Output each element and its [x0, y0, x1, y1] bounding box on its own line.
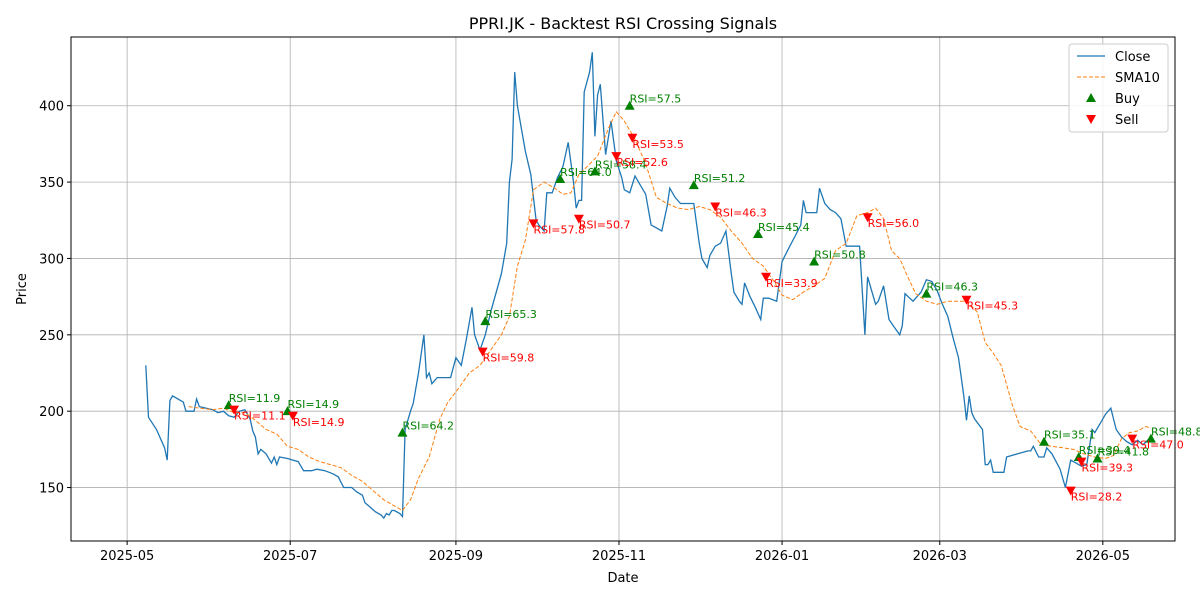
buy-label: RSI=11.9 — [229, 392, 281, 405]
buy-label: RSI=41.8 — [1097, 446, 1149, 459]
buy-label: RSI=65.3 — [485, 308, 537, 321]
sma10-line — [188, 110, 1152, 512]
sell-label: RSI=59.8 — [483, 352, 535, 365]
x-tick-label: 2025-11 — [592, 549, 646, 564]
x-tick-label: 2026-03 — [913, 549, 967, 564]
sell-label: RSI=11.1 — [234, 410, 286, 423]
buy-label: RSI=35.1 — [1044, 429, 1096, 442]
buy-marker — [688, 180, 699, 190]
x-tick-label: 2025-05 — [100, 549, 154, 564]
sell-label: RSI=47.0 — [1132, 439, 1184, 452]
legend-label: SMA10 — [1115, 71, 1160, 86]
y-tick-label: 200 — [39, 405, 64, 420]
y-tick-label: 300 — [39, 252, 64, 267]
y-tick-label: 350 — [39, 176, 64, 191]
chart-title: PPRI.JK - Backtest RSI Crossing Signals — [469, 14, 777, 33]
sell-marker — [528, 219, 539, 229]
sell-marker — [862, 213, 873, 223]
x-tick-label: 2026-01 — [755, 549, 809, 564]
x-axis-label: Date — [607, 571, 638, 586]
signals: RSI=11.9 RSI=14.9 RSI=64.2 RSI=65.3 RSI=64.0… — [223, 93, 1200, 504]
y-axis-label: Price — [15, 273, 30, 305]
buy-label: RSI=64.0 — [560, 166, 612, 179]
legend: Close SMA10 Buy Sell — [1068, 43, 1169, 133]
sell-marker — [1076, 457, 1087, 467]
buy-marker — [752, 229, 763, 239]
x-tick-label: 2025-07 — [263, 549, 317, 564]
buy-label: RSI=39.4 — [1079, 444, 1131, 457]
sell-label: RSI=46.3 — [715, 207, 767, 220]
sell-marker — [761, 272, 772, 282]
buy-marker — [1039, 436, 1050, 446]
buy-label: RSI=14.9 — [288, 398, 340, 411]
sell-marker — [477, 347, 488, 357]
sell-label: RSI=14.9 — [293, 416, 345, 429]
legend-label: Buy — [1115, 92, 1140, 107]
buy-marker — [921, 288, 932, 298]
buy-marker — [809, 256, 820, 266]
sma10-series — [188, 110, 1152, 512]
sell-label: RSI=57.8 — [533, 223, 585, 236]
sell-marker — [287, 411, 298, 421]
y-tick-label: 400 — [39, 100, 64, 115]
y-tick-label: 150 — [39, 482, 64, 497]
buy-marker — [624, 100, 635, 110]
buy-marker — [480, 316, 491, 326]
close-series — [145, 52, 1152, 520]
x-tick-label: 2025-09 — [429, 549, 483, 564]
sell-label: RSI=56.0 — [868, 217, 920, 230]
plot-frame — [70, 36, 1176, 542]
sell-label: RSI=52.6 — [616, 156, 668, 169]
sell-marker — [710, 202, 721, 212]
sell-label: RSI=39.3 — [1081, 462, 1133, 475]
x-axis: 2025-05 2025-07 2025-09 2025-11 2026-01 2026-… — [100, 541, 1130, 564]
buy-label: RSI=50.8 — [814, 249, 866, 262]
buy-marker — [1092, 453, 1103, 463]
legend-label: Close — [1115, 50, 1150, 65]
sell-marker — [1065, 486, 1076, 496]
sell-label: RSI=50.7 — [579, 219, 631, 232]
legend-sell-swatch — [1086, 115, 1096, 124]
sell-marker — [1127, 434, 1138, 444]
buy-marker — [555, 174, 566, 184]
buy-label: RSI=64.2 — [402, 420, 454, 433]
sell-marker — [627, 133, 638, 143]
buy-label: RSI=46.3 — [926, 281, 978, 294]
buy-label: RSI=51.2 — [694, 172, 746, 185]
sell-label: RSI=53.5 — [632, 138, 684, 151]
legend-box — [1068, 43, 1169, 133]
buy-marker — [397, 427, 408, 437]
buy-label: RSI=45.4 — [758, 221, 810, 234]
legend-label: Sell — [1115, 113, 1138, 128]
y-axis: 150 200 250 300 350 400 — [39, 100, 71, 497]
grid — [71, 37, 1175, 541]
sell-marker — [961, 295, 972, 305]
legend-buy-swatch — [1086, 93, 1096, 102]
buy-label: RSI=58.4 — [595, 158, 647, 171]
close-line — [145, 52, 1152, 520]
y-tick-label: 250 — [39, 329, 64, 344]
buy-marker — [1145, 433, 1156, 443]
sell-label: RSI=45.3 — [966, 300, 1018, 313]
sell-label: RSI=28.2 — [1071, 491, 1123, 504]
buy-marker — [589, 166, 600, 176]
buy-label: RSI=57.5 — [630, 93, 682, 106]
sell-label: RSI=33.9 — [766, 277, 818, 290]
sell-marker — [611, 152, 622, 162]
sell-marker — [573, 214, 584, 224]
sell-marker — [229, 405, 240, 415]
x-tick-label: 2026-05 — [1076, 549, 1130, 564]
